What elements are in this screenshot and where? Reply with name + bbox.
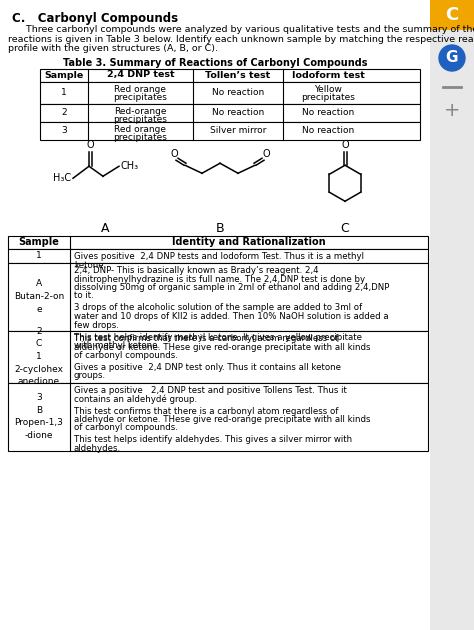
FancyBboxPatch shape [430,0,474,30]
FancyBboxPatch shape [8,236,428,248]
Text: Red orange: Red orange [115,84,166,93]
FancyBboxPatch shape [8,248,428,263]
Text: to it.: to it. [74,292,94,301]
Text: +: + [444,101,460,120]
Text: 3 drops of the alcoholic solution of the sample are added to 3ml of: 3 drops of the alcoholic solution of the… [74,304,362,312]
Text: aldehyde or ketone. THese give red-orange precipitate with all kinds: aldehyde or ketone. THese give red-orang… [74,343,371,352]
Text: Gives a positive  2,4 DNP test only. Thus it contains all ketone: Gives a positive 2,4 DNP test only. Thus… [74,363,341,372]
Text: This test helps identify aldehydes. This gives a silver mirror with: This test helps identify aldehydes. This… [74,435,352,445]
Text: profile with the given structures (A, B, or C).: profile with the given structures (A, B,… [8,44,218,53]
FancyBboxPatch shape [40,103,420,122]
FancyBboxPatch shape [8,382,428,450]
Text: 1: 1 [36,251,42,260]
Text: O: O [262,149,270,159]
Text: No reaction: No reaction [302,126,354,135]
Text: Iodoform test: Iodoform test [292,71,365,79]
Text: groups.: groups. [74,372,106,381]
Text: Red-orange: Red-orange [114,106,167,115]
Text: C: C [341,222,349,234]
Text: C: C [446,6,459,24]
Text: No reaction: No reaction [212,108,264,117]
Text: precipitates: precipitates [114,115,167,123]
Text: reactions is given in Table 3 below. Identify each unknown sample by matching th: reactions is given in Table 3 below. Ide… [8,35,474,43]
Text: Sample: Sample [45,71,83,79]
Text: precipitates: precipitates [301,93,355,101]
Text: few drops.: few drops. [74,321,119,329]
Text: Identity and Rationalization: Identity and Rationalization [172,237,326,247]
Text: A: A [101,222,109,234]
Text: H₃C: H₃C [53,173,71,183]
Text: Gives a positive   2,4 DNP test and positive Tollens Test. Thus it: Gives a positive 2,4 DNP test and positi… [74,386,347,395]
Text: contains an aldehydé group.: contains an aldehydé group. [74,394,197,404]
Text: Sample: Sample [18,237,59,247]
Text: water and 10 drops of KII2 is added. Then 10% NaOH solution is added a: water and 10 drops of KII2 is added. The… [74,312,389,321]
Text: C.   Carbonyl Compounds: C. Carbonyl Compounds [12,12,178,25]
FancyBboxPatch shape [430,0,474,630]
Text: A
Butan-2-on
e: A Butan-2-on e [14,280,64,314]
Text: 3: 3 [61,126,67,135]
Text: dinitrophenylhydrazine is its full name. The 2,4,DNP test is done by: dinitrophenylhydrazine is its full name.… [74,275,365,284]
Text: 2,4, DNP- This is basically known as Brady’s reagent. 2,4: 2,4, DNP- This is basically known as Bra… [74,266,319,275]
Text: 2: 2 [61,108,67,117]
Text: Three carbonyl compounds were analyzed by various qualitative tests and the summ: Three carbonyl compounds were analyzed b… [8,25,474,34]
Text: aldehyde or ketone. THese give red-orange precipitate with all kinds: aldehyde or ketone. THese give red-orang… [74,415,371,424]
Text: with methyl ketone.: with methyl ketone. [74,341,160,350]
Text: This test helps identify methyl ketone. It gives a yellow precipitate: This test helps identify methyl ketone. … [74,333,362,341]
FancyBboxPatch shape [8,263,428,331]
Text: Red orange: Red orange [115,125,166,134]
Text: Yellow: Yellow [314,84,342,93]
FancyBboxPatch shape [0,0,430,630]
Text: precipitates: precipitates [114,132,167,142]
Text: 3
B
Propen-1,3
-dione: 3 B Propen-1,3 -dione [15,393,64,440]
Text: Tollen’s test: Tollen’s test [205,71,271,79]
Text: Table 3. Summary of Reactions of Carbonyl Compounds: Table 3. Summary of Reactions of Carbony… [63,57,367,67]
Text: aldehydes.: aldehydes. [74,444,121,453]
Text: G: G [446,50,458,66]
Text: CH₃: CH₃ [121,161,139,171]
FancyBboxPatch shape [40,122,420,139]
Text: Silver mirror: Silver mirror [210,126,266,135]
Text: No reaction: No reaction [302,108,354,117]
Text: O: O [86,140,94,150]
Text: This test confirms that there is a carbonyl atom regardless of: This test confirms that there is a carbo… [74,334,338,343]
Text: of carbonyl compounds.: of carbonyl compounds. [74,351,178,360]
Text: Gives positive  2,4 DNP tests and Iodoform Test. Thus it is a methyl: Gives positive 2,4 DNP tests and Iodofor… [74,252,364,261]
Circle shape [439,45,465,71]
Text: 2,4 DNP test: 2,4 DNP test [107,71,174,79]
Text: dissolving 50mg of organic sample in 2ml of ethanol and adding 2,4,DNP: dissolving 50mg of organic sample in 2ml… [74,283,389,292]
FancyBboxPatch shape [40,69,420,81]
Text: O: O [170,149,178,159]
FancyBboxPatch shape [40,81,420,103]
Text: No reaction: No reaction [212,88,264,97]
Text: 2
C
1
2-cyclohex
anedione: 2 C 1 2-cyclohex anedione [15,327,64,386]
Text: precipitates: precipitates [114,93,167,101]
Text: ketone.: ketone. [74,260,106,270]
Text: B: B [216,222,224,234]
Text: This test confirms that there is a carbonyl atom regardless of: This test confirms that there is a carbo… [74,406,338,416]
Text: O: O [341,140,349,150]
Text: of carbonyl compounds.: of carbonyl compounds. [74,423,178,433]
Text: 1: 1 [61,88,67,97]
FancyBboxPatch shape [8,331,428,382]
